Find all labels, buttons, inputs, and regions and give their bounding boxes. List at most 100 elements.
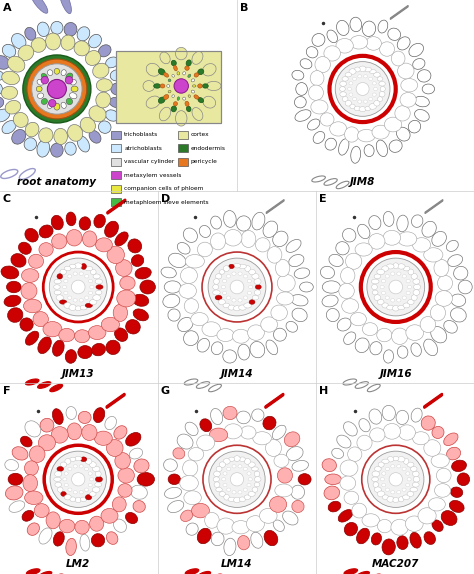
Bar: [178, 131, 188, 139]
Ellipse shape: [173, 448, 185, 459]
Ellipse shape: [31, 38, 46, 52]
Ellipse shape: [90, 300, 97, 305]
Ellipse shape: [432, 231, 447, 246]
Ellipse shape: [365, 37, 382, 51]
Ellipse shape: [51, 143, 63, 157]
Ellipse shape: [399, 425, 415, 440]
Circle shape: [49, 258, 107, 316]
Ellipse shape: [64, 280, 68, 283]
Ellipse shape: [180, 475, 199, 491]
Ellipse shape: [412, 238, 430, 252]
Ellipse shape: [54, 477, 61, 482]
Ellipse shape: [276, 292, 293, 305]
Ellipse shape: [84, 488, 89, 491]
Ellipse shape: [237, 411, 250, 424]
Ellipse shape: [105, 417, 117, 430]
Ellipse shape: [308, 119, 320, 130]
Ellipse shape: [337, 435, 351, 448]
Ellipse shape: [306, 46, 318, 58]
Ellipse shape: [411, 294, 417, 301]
Circle shape: [356, 83, 369, 95]
Ellipse shape: [403, 459, 409, 464]
Ellipse shape: [177, 242, 190, 254]
Ellipse shape: [264, 530, 278, 546]
Ellipse shape: [244, 495, 250, 499]
Ellipse shape: [79, 272, 83, 276]
Ellipse shape: [397, 456, 405, 462]
Ellipse shape: [397, 491, 401, 494]
Ellipse shape: [68, 274, 72, 278]
Ellipse shape: [92, 487, 100, 492]
Ellipse shape: [54, 290, 61, 295]
Ellipse shape: [353, 98, 356, 100]
Ellipse shape: [29, 446, 45, 463]
Ellipse shape: [369, 98, 373, 100]
Ellipse shape: [168, 501, 184, 513]
Ellipse shape: [186, 106, 191, 111]
Ellipse shape: [109, 98, 124, 108]
Ellipse shape: [313, 131, 325, 144]
Ellipse shape: [51, 426, 68, 443]
Ellipse shape: [61, 102, 66, 108]
Ellipse shape: [210, 428, 228, 441]
Ellipse shape: [397, 536, 408, 549]
Ellipse shape: [415, 110, 429, 121]
Ellipse shape: [68, 467, 72, 471]
Ellipse shape: [384, 117, 402, 132]
Ellipse shape: [213, 290, 220, 295]
Ellipse shape: [115, 328, 128, 342]
Ellipse shape: [73, 491, 77, 494]
Ellipse shape: [418, 69, 431, 82]
Ellipse shape: [244, 303, 252, 308]
Ellipse shape: [398, 232, 417, 246]
Circle shape: [209, 451, 265, 507]
Circle shape: [230, 280, 244, 294]
Circle shape: [367, 258, 425, 316]
Ellipse shape: [380, 42, 394, 56]
Circle shape: [389, 472, 402, 486]
Ellipse shape: [413, 59, 425, 69]
Ellipse shape: [217, 328, 234, 342]
Ellipse shape: [107, 246, 125, 263]
Ellipse shape: [223, 303, 230, 308]
Circle shape: [208, 258, 266, 316]
Ellipse shape: [9, 501, 25, 513]
Ellipse shape: [350, 36, 368, 49]
Ellipse shape: [378, 462, 384, 467]
Ellipse shape: [396, 410, 409, 425]
Ellipse shape: [387, 456, 394, 462]
Ellipse shape: [252, 295, 258, 300]
Ellipse shape: [255, 290, 261, 295]
Ellipse shape: [25, 28, 36, 40]
Ellipse shape: [248, 285, 253, 289]
Ellipse shape: [94, 214, 105, 228]
Ellipse shape: [222, 478, 226, 481]
Ellipse shape: [64, 302, 71, 308]
Ellipse shape: [106, 440, 123, 456]
Ellipse shape: [182, 97, 185, 100]
Ellipse shape: [369, 216, 381, 230]
Ellipse shape: [203, 96, 216, 108]
Ellipse shape: [398, 305, 405, 310]
Ellipse shape: [239, 457, 245, 461]
Ellipse shape: [254, 471, 260, 476]
Ellipse shape: [430, 305, 446, 321]
Ellipse shape: [89, 291, 92, 294]
Ellipse shape: [146, 96, 160, 108]
Ellipse shape: [432, 520, 443, 532]
Ellipse shape: [171, 106, 176, 112]
Ellipse shape: [82, 231, 97, 247]
Ellipse shape: [350, 104, 355, 108]
Ellipse shape: [273, 328, 286, 341]
Ellipse shape: [327, 308, 339, 321]
Ellipse shape: [0, 70, 4, 80]
Circle shape: [230, 472, 244, 486]
Ellipse shape: [37, 140, 50, 157]
Ellipse shape: [369, 77, 373, 80]
Ellipse shape: [286, 447, 303, 460]
Ellipse shape: [247, 472, 251, 475]
Ellipse shape: [85, 303, 92, 308]
Ellipse shape: [81, 263, 86, 269]
Ellipse shape: [66, 212, 76, 226]
Ellipse shape: [403, 266, 410, 271]
